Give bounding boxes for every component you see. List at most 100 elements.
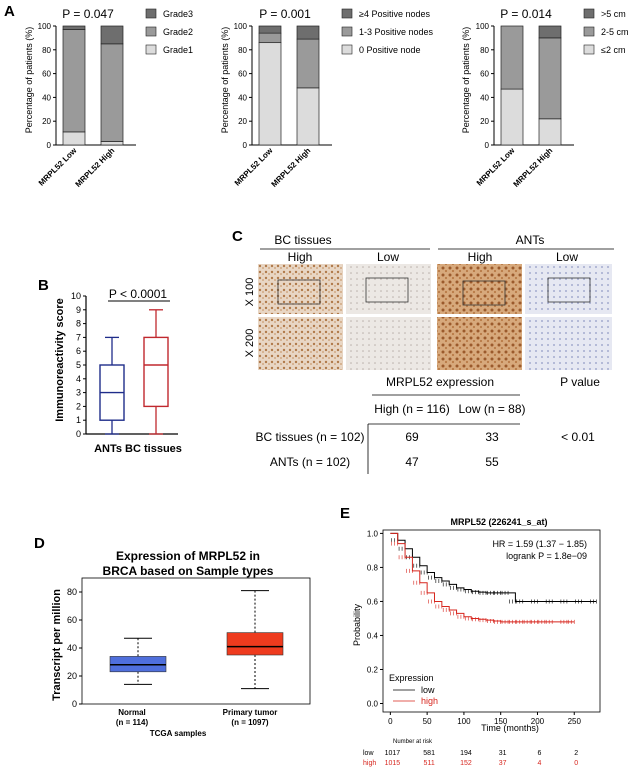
risk-count: 2 <box>574 750 578 757</box>
legend-swatch <box>145 44 157 55</box>
table-cell: 47 <box>405 455 419 469</box>
table-cell: 55 <box>485 455 499 469</box>
risk-count: 1015 <box>385 760 401 767</box>
panel-letter-e: E <box>340 505 350 522</box>
legend-label: 1-3 Positive nodes <box>359 27 434 37</box>
x-tick-label: 100 <box>457 717 471 726</box>
legend-label: >5 cm <box>601 9 626 19</box>
ihc-row-x100: X 100 <box>244 278 256 307</box>
ihc-col-high-ants: High <box>468 250 493 264</box>
bar-segment <box>538 37 562 120</box>
y-tick-label: 80 <box>480 46 489 55</box>
y-tick-label: 0 <box>72 699 77 709</box>
table-row-label: BC tissues (n = 102) <box>255 430 364 444</box>
legend-title: Expression <box>389 673 434 683</box>
category-count: (n = 114) <box>116 718 149 727</box>
legend-label-low: low <box>421 685 435 695</box>
y-tick-label: 100 <box>234 22 248 31</box>
table-col-high: High (n = 116) <box>374 402 450 416</box>
bar-segment <box>100 43 124 142</box>
y-tick-label: 20 <box>238 117 247 126</box>
category-label: MRPL52 Low <box>233 146 275 188</box>
y-tick-label: 20 <box>67 671 77 681</box>
legend-swatch <box>583 8 595 19</box>
y-tick-label: 5 <box>76 360 81 370</box>
y-tick-label: 0 <box>76 429 81 439</box>
bar-segment <box>538 118 562 146</box>
zoom-box <box>365 277 409 303</box>
legend-label-high: high <box>421 696 438 706</box>
legend-label: 2-5 cm <box>601 27 629 37</box>
p-value-annotation: P < 0.0001 <box>109 287 167 301</box>
chart-title-line: BRCA based on Sample types <box>103 564 274 578</box>
ihc-col-low-ants: Low <box>556 250 578 264</box>
ihc-image-ants-high-x200 <box>437 317 522 370</box>
ihc-image-ants-low-x200 <box>525 317 612 370</box>
category-label: MRPL52 Low <box>37 146 79 188</box>
legend-swatch <box>341 8 353 19</box>
ihc-image-ants-high-x100 <box>437 264 522 314</box>
x-axis-label: TCGA samples <box>150 729 207 738</box>
box-plot-tcga: Expression of MRPL52 in BRCA based on Sa… <box>51 549 311 738</box>
ihc-image-bc-high-x100 <box>258 264 343 314</box>
y-tick-label: 3 <box>76 388 81 398</box>
risk-count: 152 <box>460 760 472 767</box>
y-axis-label: Probability <box>352 603 362 646</box>
bar-segment <box>296 25 320 40</box>
category-count: (n = 1097) <box>231 718 268 727</box>
plot-frame <box>81 577 311 705</box>
y-axis-label: Percentage of patients (%) <box>220 27 230 134</box>
panel-letter-a: A <box>4 3 15 20</box>
category-label: MRPL52 Low <box>475 146 517 188</box>
y-tick-label: 0 <box>243 141 248 150</box>
ihc-image-bc-low-x100 <box>346 264 431 314</box>
y-tick-label: 40 <box>42 93 51 102</box>
risk-count: 0 <box>574 760 578 767</box>
chart-title: P = 0.001 <box>259 7 311 21</box>
ihc-group-ants: ANTs <box>516 233 545 247</box>
y-axis-label: Percentage of patients (%) <box>461 27 471 134</box>
legend-label: ≤2 cm <box>601 45 625 55</box>
y-tick-label: 40 <box>238 93 247 102</box>
x-tick-label: 50 <box>423 717 432 726</box>
bar-segment <box>100 141 124 146</box>
risk-count: 6 <box>538 750 542 757</box>
bar-segment <box>296 38 320 89</box>
y-tick-label: 1 <box>76 415 81 425</box>
ihc-row-x200: X 200 <box>244 329 256 358</box>
legend-label: Grade2 <box>163 27 193 37</box>
ihc-col-high-bc: High <box>288 250 313 264</box>
table-title: MRPL52 expression <box>386 375 494 389</box>
legend-swatch <box>145 8 157 19</box>
y-tick-label: 60 <box>67 615 77 625</box>
legend-label: Grade3 <box>163 9 193 19</box>
y-tick-label: 80 <box>42 46 51 55</box>
legend-swatch <box>341 26 353 37</box>
legend-swatch <box>341 44 353 55</box>
table-cell: 33 <box>485 430 499 444</box>
y-tick-label: 20 <box>480 117 489 126</box>
x-tick-label: 0 <box>388 717 393 726</box>
risk-count: 37 <box>499 760 507 767</box>
category-label: Normal <box>118 708 146 717</box>
y-tick-label: 0 <box>47 141 52 150</box>
ihc-image-bc-high-x200 <box>258 317 343 370</box>
x-tick-label: 150 <box>494 717 508 726</box>
bar-segment <box>62 29 86 133</box>
risk-table-title: Number at risk <box>393 739 433 745</box>
panel-letter-d: D <box>34 535 45 552</box>
risk-row-label-high: high <box>363 760 376 767</box>
category-label: MRPL52 High <box>512 146 555 189</box>
table-pvalue-header: P value <box>560 375 600 389</box>
chart-title: P = 0.014 <box>500 7 552 21</box>
legend-swatch <box>583 26 595 37</box>
risk-row-label-low: low <box>363 750 374 757</box>
legend-label: Grade1 <box>163 45 193 55</box>
y-axis-label: Immunoreactivity score <box>54 298 66 422</box>
table-row-label: ANTs (n = 102) <box>270 455 350 469</box>
box <box>226 632 284 656</box>
panel-letter-b: B <box>38 277 49 294</box>
km-survival-chart: MRPL52 (226241_s_at) HR = 1.59 (1.37 − 1… <box>352 517 601 767</box>
x-axis-label: ANTs BC tissues <box>94 443 182 455</box>
